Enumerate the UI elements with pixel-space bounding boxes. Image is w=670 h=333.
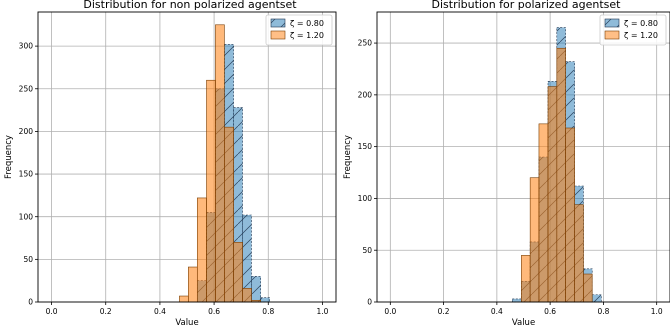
chart-panel-2: 0.0 0.2 0.4 0.6 0.8 1.0 0 50 100 150 200 250 Distrib… (343, 0, 670, 328)
x-tick-label: 0.2 (100, 307, 112, 316)
y-tick-label: 250 (358, 39, 373, 48)
plot-area (38, 12, 336, 302)
x-tick-label: 0.6 (544, 307, 556, 316)
histogram-bar (583, 273, 593, 303)
histogram-bar (179, 295, 189, 303)
x-tick-label: 0.4 (154, 307, 166, 316)
histogram-bar (224, 126, 234, 303)
histogram-bar (547, 86, 558, 303)
y-axis-label: Frequency (343, 135, 353, 179)
axes-frame (37, 11, 337, 303)
legend-swatch-hatch (605, 19, 619, 27)
y-axis-label: Frequency (4, 135, 14, 179)
plot-area (377, 12, 670, 302)
x-axis-label: Value (175, 318, 198, 328)
x-tick-label: 0.0 (384, 307, 396, 316)
x-tick-label: 0.2 (438, 307, 450, 316)
y-tick-label: 200 (358, 90, 373, 99)
x-tick-label: 0.8 (262, 307, 274, 316)
legend-label: ζ = 0.80 (624, 19, 658, 28)
histogram-bar-hatch (251, 276, 261, 302)
y-tick-label: 150 (358, 142, 373, 151)
x-tick-label: 0.4 (491, 307, 503, 316)
histogram-bar (521, 255, 531, 303)
y-tick-label: 0 (367, 298, 372, 307)
legend-label: ζ = 1.20 (290, 31, 324, 40)
histogram-bar (565, 127, 575, 303)
x-tick-label: 0.6 (208, 307, 220, 316)
legend-swatch (604, 30, 620, 40)
x-tick-label: 0.0 (46, 307, 58, 316)
x-tick-label: 1.0 (651, 307, 663, 316)
x-tick-label: 1.0 (316, 307, 328, 316)
histogram-bar (242, 288, 252, 303)
y-tick-label: 100 (19, 212, 34, 221)
axes-frame (376, 11, 670, 303)
histogram-bar-hatch (260, 297, 270, 302)
y-tick-label: 300 (19, 42, 34, 51)
histogram-bar (188, 266, 198, 303)
histogram-bar (556, 47, 566, 303)
histogram-bar (529, 177, 540, 303)
histogram-bar-hatch (592, 294, 602, 302)
legend-label: ζ = 0.80 (290, 19, 324, 28)
legend-label: ζ = 1.20 (624, 31, 658, 40)
y-tick-label: 150 (19, 170, 34, 179)
legend-swatch-hatch (271, 19, 285, 27)
x-tick-label: 0.8 (597, 307, 609, 316)
histogram-bar (196, 197, 207, 303)
histogram-bar (574, 204, 584, 303)
y-tick-label: 200 (19, 127, 34, 136)
histogram-bar-hatch (233, 107, 243, 302)
y-tick-label: 100 (358, 194, 373, 203)
legend: ζ = 0.80 ζ = 1.20 (599, 14, 667, 46)
y-tick-label: 50 (362, 246, 372, 255)
histogram-bar (233, 241, 243, 303)
x-axis-label: Value (512, 318, 535, 328)
legend-swatch (270, 30, 286, 40)
chart-title: Distribution for non polarized agentset (83, 0, 297, 11)
y-tick-label: 50 (23, 255, 33, 264)
histogram-bar (538, 123, 549, 303)
legend: ζ = 0.80 ζ = 1.20 (265, 14, 333, 46)
histogram-bar (206, 79, 216, 303)
y-tick-label: 250 (19, 84, 34, 93)
histogram-bar-hatch (512, 298, 522, 302)
chart-title: Distribution for polarized agentset (432, 0, 622, 11)
y-tick-label: 0 (28, 298, 33, 307)
histogram-bar (215, 24, 225, 303)
histogram-bar-hatch (242, 215, 252, 302)
chart-panel-1: 0.0 0.2 0.4 0.6 0.8 1.0 0 50 100 150 200 250 300 Dist… (4, 0, 337, 328)
